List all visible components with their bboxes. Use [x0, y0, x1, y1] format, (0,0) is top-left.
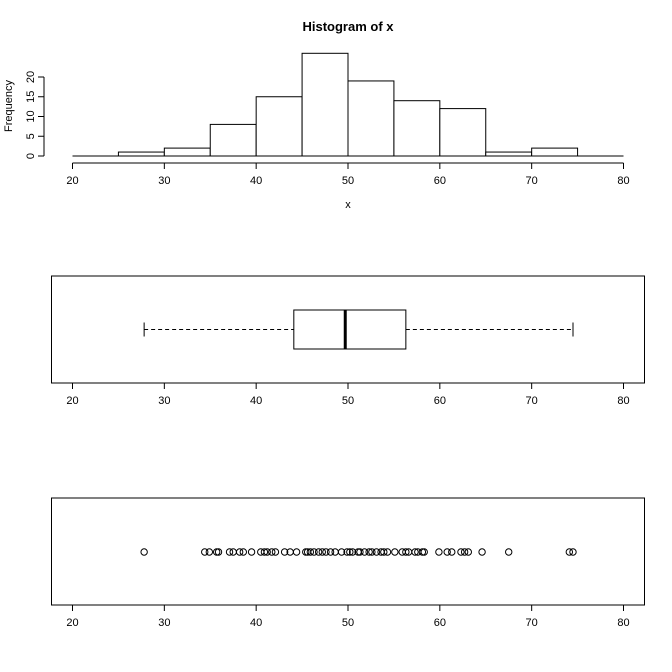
stripchart-point — [346, 548, 354, 556]
stripchart-point — [337, 548, 346, 556]
stripchart-x-tick-label: 80 — [617, 617, 629, 629]
stripchart-point — [205, 548, 214, 556]
stripchart-point — [460, 548, 469, 556]
histogram-ylabel: Frequency — [3, 80, 15, 132]
stripchart-point — [280, 548, 289, 556]
stripchart-x-tick-label: 70 — [526, 617, 538, 629]
stripchart-point — [239, 548, 248, 556]
histogram-x-tick-label: 60 — [434, 175, 446, 187]
stripchart-point — [565, 548, 574, 556]
stripchart-point — [343, 548, 351, 556]
histogram-bar — [393, 100, 441, 157]
stripchart-point — [247, 548, 256, 556]
stripchart-point — [402, 548, 410, 556]
stripchart-point — [356, 548, 364, 556]
stripchart-x-tick-label: 60 — [434, 617, 446, 629]
histogram-x-tick-label: 40 — [250, 175, 262, 187]
histogram-xlabel: x — [345, 199, 351, 211]
histogram-x-tick-label: 50 — [342, 175, 354, 187]
histogram-y-tick-label: 20 — [25, 71, 37, 83]
histogram-y-tick-label: 0 — [25, 153, 37, 159]
boxplot-x-tick-label: 20 — [66, 395, 78, 407]
stripchart-point — [322, 548, 330, 556]
histogram-bar — [439, 108, 487, 157]
stripchart-point — [478, 548, 486, 556]
stripchart-point — [201, 548, 209, 556]
stripchart-point — [448, 548, 456, 556]
boxplot-x-tick-label: 70 — [526, 395, 538, 407]
stripchart-point — [292, 548, 301, 556]
histogram-bar — [485, 151, 533, 157]
stripchart-point — [457, 548, 465, 556]
stripchart-point — [263, 548, 271, 556]
boxplot-x-tick-label: 40 — [250, 395, 262, 407]
stripchart-point — [443, 548, 451, 556]
stripchart-point — [464, 548, 473, 556]
stripchart-point — [383, 548, 392, 556]
stripchart-point — [348, 548, 357, 556]
stripchart-frame — [51, 497, 645, 606]
histogram-x-tick-label: 80 — [617, 175, 629, 187]
stripchart-point — [372, 548, 381, 556]
histogram-x-tick-label: 30 — [158, 175, 170, 187]
stripchart-point — [331, 548, 339, 556]
stripchart-point — [140, 548, 148, 556]
stripchart-point — [391, 548, 399, 556]
stripchart-point — [314, 548, 323, 556]
stripchart-point — [365, 548, 373, 556]
stripchart-point — [225, 548, 234, 556]
stripchart-point — [306, 548, 315, 556]
boxplot-x-tick-label: 60 — [434, 395, 446, 407]
stripchart-point — [318, 548, 326, 556]
stripchart-x-tick-label: 50 — [342, 617, 354, 629]
histogram-y-tick-label: 10 — [25, 110, 37, 122]
histogram-bar — [117, 151, 165, 157]
stripchart-point — [214, 548, 223, 556]
histogram-bar — [301, 52, 349, 157]
stripchart-point — [569, 548, 577, 556]
histogram-y-tick-label: 5 — [25, 133, 37, 139]
histogram-bar — [209, 123, 257, 157]
stripchart-point — [368, 548, 376, 556]
boxplot-x-tick-label: 50 — [342, 395, 354, 407]
boxplot-box — [293, 309, 407, 350]
stripchart-x-tick-label: 40 — [250, 617, 262, 629]
boxplot-panel: 20 30 40 50 60 70 80 — [51, 275, 645, 407]
histogram-bar — [255, 96, 303, 157]
stripchart-point — [310, 548, 318, 556]
stripchart-point — [235, 548, 244, 556]
stripchart-point — [268, 548, 276, 556]
histogram-bar — [531, 147, 579, 157]
stripchart-point — [435, 548, 443, 556]
stripchart-point — [411, 548, 419, 556]
stripchart-point — [505, 548, 513, 556]
stripchart-point — [360, 548, 369, 556]
stripchart-point — [271, 548, 280, 556]
histogram-x-tick-label: 70 — [526, 175, 538, 187]
stripchart-x-tick-label: 20 — [66, 617, 78, 629]
histogram-y-tick-label: 15 — [25, 91, 37, 103]
stripchart-point — [260, 548, 269, 556]
boxplot-x-tick-label: 80 — [617, 395, 629, 407]
stripchart-panel: 20 30 40 50 60 70 80 — [51, 497, 645, 629]
stripchart-x-tick-label: 30 — [158, 617, 170, 629]
stripchart-point — [420, 548, 428, 556]
boxplot-x-tick-label: 30 — [158, 395, 170, 407]
stripchart-point — [326, 548, 335, 556]
histogram-title: Histogram of x — [302, 19, 394, 34]
histogram-panel: 0 5 10 15 20 20 30 40 50 60 70 80 — [25, 52, 630, 187]
histogram-x-tick-label: 20 — [66, 175, 78, 187]
stripchart-point — [380, 548, 388, 556]
histogram-bar — [163, 147, 211, 157]
histogram-bar — [347, 80, 395, 157]
